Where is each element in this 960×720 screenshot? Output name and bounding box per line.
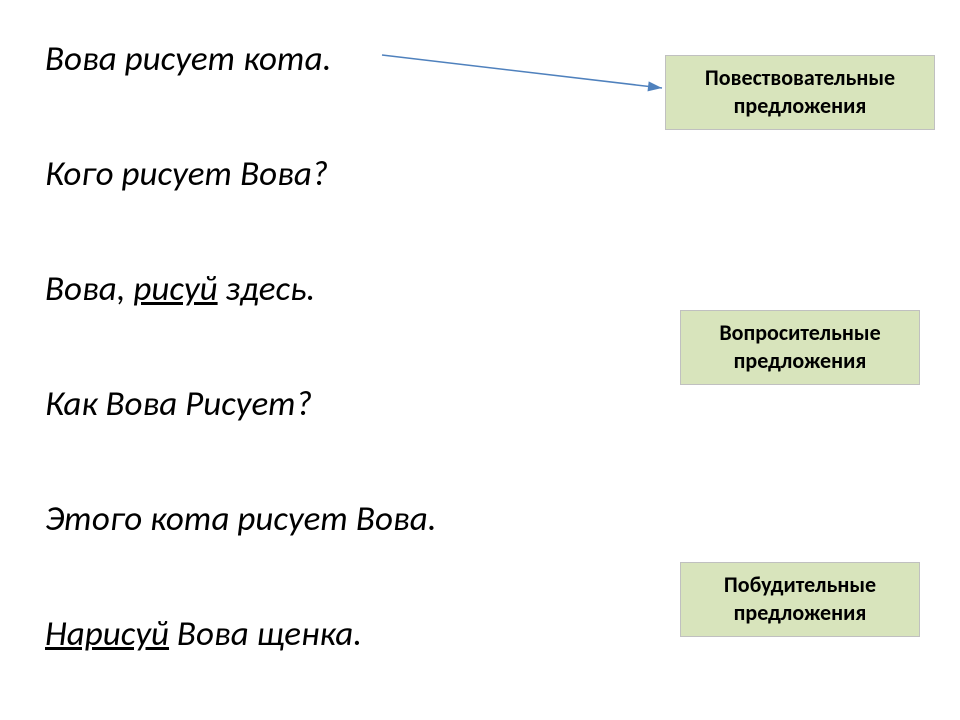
arrow-connector (0, 0, 960, 720)
slide-canvas: Вова рисует кота. Кого рисует Вова? Вова… (0, 0, 960, 720)
